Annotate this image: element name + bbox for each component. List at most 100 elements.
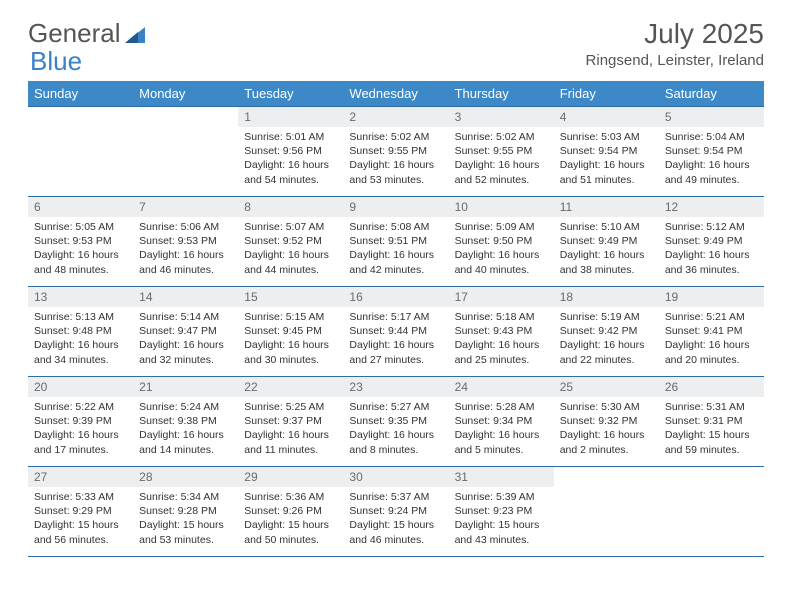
day-line: and 52 minutes. <box>455 173 548 187</box>
calendar-table: SundayMondayTuesdayWednesdayThursdayFrid… <box>28 81 764 557</box>
day-body: Sunrise: 5:34 AMSunset: 9:28 PMDaylight:… <box>133 487 238 553</box>
logo-line2: Blue <box>30 46 82 77</box>
calendar-cell <box>133 107 238 197</box>
day-line: Sunset: 9:35 PM <box>349 414 442 428</box>
day-line: and 46 minutes. <box>349 533 442 547</box>
calendar-cell: 1Sunrise: 5:01 AMSunset: 9:56 PMDaylight… <box>238 107 343 197</box>
calendar-cell: 8Sunrise: 5:07 AMSunset: 9:52 PMDaylight… <box>238 197 343 287</box>
day-line: Sunset: 9:55 PM <box>455 144 548 158</box>
month-title: July 2025 <box>586 18 764 50</box>
day-line: Daylight: 16 hours <box>244 338 337 352</box>
day-line: Daylight: 16 hours <box>560 338 653 352</box>
weekday-header: Saturday <box>659 81 764 107</box>
calendar-row: 1Sunrise: 5:01 AMSunset: 9:56 PMDaylight… <box>28 107 764 197</box>
day-number: 3 <box>449 107 554 127</box>
day-body: Sunrise: 5:04 AMSunset: 9:54 PMDaylight:… <box>659 127 764 193</box>
calendar-row: 6Sunrise: 5:05 AMSunset: 9:53 PMDaylight… <box>28 197 764 287</box>
day-number: 16 <box>343 287 448 307</box>
day-line: Sunrise: 5:14 AM <box>139 310 232 324</box>
day-line: and 54 minutes. <box>244 173 337 187</box>
day-line: Daylight: 16 hours <box>455 428 548 442</box>
day-line: and 14 minutes. <box>139 443 232 457</box>
calendar-cell: 13Sunrise: 5:13 AMSunset: 9:48 PMDayligh… <box>28 287 133 377</box>
weekday-header: Monday <box>133 81 238 107</box>
day-number: 11 <box>554 197 659 217</box>
day-body: Sunrise: 5:37 AMSunset: 9:24 PMDaylight:… <box>343 487 448 553</box>
day-number: 26 <box>659 377 764 397</box>
logo-mark-icon <box>124 23 146 45</box>
day-line: Daylight: 16 hours <box>560 158 653 172</box>
day-line: Sunrise: 5:19 AM <box>560 310 653 324</box>
day-number: 2 <box>343 107 448 127</box>
day-line: Daylight: 16 hours <box>34 338 127 352</box>
day-body: Sunrise: 5:17 AMSunset: 9:44 PMDaylight:… <box>343 307 448 373</box>
calendar-cell: 31Sunrise: 5:39 AMSunset: 9:23 PMDayligh… <box>449 467 554 557</box>
day-number: 8 <box>238 197 343 217</box>
title-block: July 2025 Ringsend, Leinster, Ireland <box>586 18 764 69</box>
logo: General <box>28 18 148 49</box>
day-line: Daylight: 16 hours <box>349 248 442 262</box>
day-line: and 27 minutes. <box>349 353 442 367</box>
day-number: 20 <box>28 377 133 397</box>
day-line: Sunrise: 5:39 AM <box>455 490 548 504</box>
day-line: Daylight: 16 hours <box>455 338 548 352</box>
day-line: Daylight: 15 hours <box>34 518 127 532</box>
day-line: Daylight: 16 hours <box>560 428 653 442</box>
day-line: Sunset: 9:53 PM <box>34 234 127 248</box>
day-number: 19 <box>659 287 764 307</box>
day-body: Sunrise: 5:06 AMSunset: 9:53 PMDaylight:… <box>133 217 238 283</box>
day-line: Sunrise: 5:25 AM <box>244 400 337 414</box>
day-number: 30 <box>343 467 448 487</box>
day-line: Sunset: 9:26 PM <box>244 504 337 518</box>
day-line: Sunrise: 5:01 AM <box>244 130 337 144</box>
day-line: Sunrise: 5:28 AM <box>455 400 548 414</box>
day-line: Sunrise: 5:18 AM <box>455 310 548 324</box>
day-line: and 38 minutes. <box>560 263 653 277</box>
calendar-cell: 17Sunrise: 5:18 AMSunset: 9:43 PMDayligh… <box>449 287 554 377</box>
day-number: 1 <box>238 107 343 127</box>
day-body: Sunrise: 5:27 AMSunset: 9:35 PMDaylight:… <box>343 397 448 463</box>
day-line: Sunset: 9:31 PM <box>665 414 758 428</box>
day-line: Sunrise: 5:34 AM <box>139 490 232 504</box>
day-line: Daylight: 16 hours <box>455 248 548 262</box>
day-line: Sunrise: 5:21 AM <box>665 310 758 324</box>
calendar-cell: 12Sunrise: 5:12 AMSunset: 9:49 PMDayligh… <box>659 197 764 287</box>
day-body: Sunrise: 5:05 AMSunset: 9:53 PMDaylight:… <box>28 217 133 283</box>
calendar-row: 27Sunrise: 5:33 AMSunset: 9:29 PMDayligh… <box>28 467 764 557</box>
calendar-cell: 15Sunrise: 5:15 AMSunset: 9:45 PMDayligh… <box>238 287 343 377</box>
day-line: Sunset: 9:49 PM <box>665 234 758 248</box>
weekday-header: Thursday <box>449 81 554 107</box>
day-line: Daylight: 16 hours <box>455 158 548 172</box>
day-line: Sunset: 9:38 PM <box>139 414 232 428</box>
weekday-header: Tuesday <box>238 81 343 107</box>
day-body: Sunrise: 5:22 AMSunset: 9:39 PMDaylight:… <box>28 397 133 463</box>
day-line: and 50 minutes. <box>244 533 337 547</box>
day-line: Daylight: 16 hours <box>139 428 232 442</box>
calendar-cell: 18Sunrise: 5:19 AMSunset: 9:42 PMDayligh… <box>554 287 659 377</box>
calendar-cell: 2Sunrise: 5:02 AMSunset: 9:55 PMDaylight… <box>343 107 448 197</box>
day-body: Sunrise: 5:09 AMSunset: 9:50 PMDaylight:… <box>449 217 554 283</box>
calendar-cell: 27Sunrise: 5:33 AMSunset: 9:29 PMDayligh… <box>28 467 133 557</box>
day-line: Daylight: 16 hours <box>244 158 337 172</box>
day-number: 23 <box>343 377 448 397</box>
day-body: Sunrise: 5:28 AMSunset: 9:34 PMDaylight:… <box>449 397 554 463</box>
calendar-head: SundayMondayTuesdayWednesdayThursdayFrid… <box>28 81 764 107</box>
logo-text-2: Blue <box>30 46 82 76</box>
day-line: Sunset: 9:43 PM <box>455 324 548 338</box>
calendar-cell: 10Sunrise: 5:09 AMSunset: 9:50 PMDayligh… <box>449 197 554 287</box>
day-line: Daylight: 16 hours <box>34 428 127 442</box>
calendar-cell: 11Sunrise: 5:10 AMSunset: 9:49 PMDayligh… <box>554 197 659 287</box>
day-number: 5 <box>659 107 764 127</box>
calendar-cell: 6Sunrise: 5:05 AMSunset: 9:53 PMDaylight… <box>28 197 133 287</box>
day-line: Sunset: 9:44 PM <box>349 324 442 338</box>
calendar-cell: 3Sunrise: 5:02 AMSunset: 9:55 PMDaylight… <box>449 107 554 197</box>
day-body: Sunrise: 5:07 AMSunset: 9:52 PMDaylight:… <box>238 217 343 283</box>
day-line: Sunrise: 5:13 AM <box>34 310 127 324</box>
day-line: and 42 minutes. <box>349 263 442 277</box>
day-line: Sunrise: 5:15 AM <box>244 310 337 324</box>
location-text: Ringsend, Leinster, Ireland <box>586 52 764 69</box>
day-body: Sunrise: 5:24 AMSunset: 9:38 PMDaylight:… <box>133 397 238 463</box>
calendar-body: 1Sunrise: 5:01 AMSunset: 9:56 PMDaylight… <box>28 107 764 557</box>
day-body: Sunrise: 5:13 AMSunset: 9:48 PMDaylight:… <box>28 307 133 373</box>
day-line: and 59 minutes. <box>665 443 758 457</box>
